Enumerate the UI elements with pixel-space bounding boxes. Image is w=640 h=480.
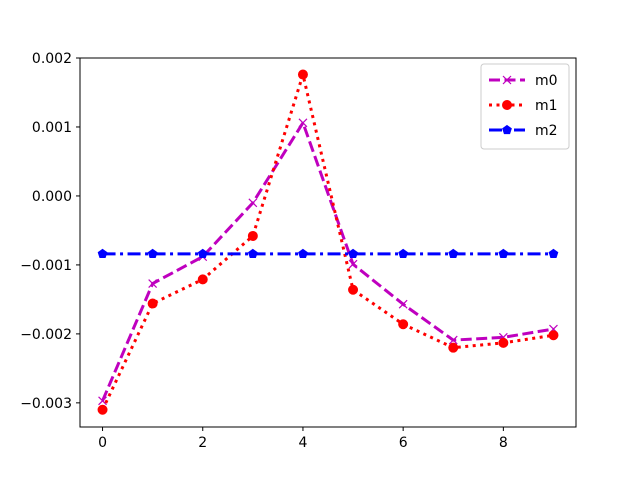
legend-item-m2: m2 [489,123,558,139]
point-m2-3 [247,248,258,259]
point-m1-9 [548,330,559,341]
point-m1-0 [97,404,108,415]
point-m0-5 [348,259,358,269]
series-line-m0 [101,121,554,402]
point-m1-4 [297,69,308,80]
x-tick-label-1: 2 [198,435,207,451]
point-m1-3 [247,230,258,241]
series-m1 [97,69,559,415]
y-tick-label-2: −0.001 [20,258,72,274]
y-axis: −0.003 −0.002 −0.001 0.000 0.001 0.002 [20,51,80,412]
point-m2-7 [448,248,459,259]
legend: m0 m1 m2 [480,63,570,150]
point-m1-8 [498,337,509,348]
legend-box [480,63,570,150]
y-tick-label-3: 0.000 [32,189,72,205]
legend-marker-m0 [502,75,512,85]
legend-marker-m2 [502,124,512,135]
point-m1-2 [197,274,208,285]
point-m1-1 [147,298,158,309]
point-m2-1 [147,248,158,259]
y-tick-label-4: 0.001 [32,120,72,136]
legend-label-m2: m2 [535,123,558,139]
point-m2-6 [398,248,409,259]
point-m0-0 [98,396,107,406]
legend-label-m1: m1 [535,98,558,114]
y-tick-label-5: 0.002 [32,51,72,67]
legend-item-m1: m1 [489,98,558,114]
legend-item-m0: m0 [489,73,558,89]
point-m2-5 [348,248,358,259]
x-tick-label-4: 8 [499,435,508,451]
axes-frame [79,57,577,428]
point-m2-9 [548,248,559,259]
x-tick-label-2: 4 [298,435,307,451]
x-tick-label-0: 0 [98,435,107,451]
point-m0-6 [398,299,408,309]
y-tick-label-1: −0.002 [20,327,72,343]
legend-label-m0: m0 [535,73,558,89]
x-axis: 0 2 4 6 8 [98,427,508,451]
series-line-m1 [101,73,554,411]
point-m2-0 [97,248,108,259]
point-m2-2 [197,248,208,259]
point-m2-8 [498,248,509,259]
series-m0 [98,118,558,406]
point-m1-7 [448,342,459,353]
point-m0-1 [148,279,158,288]
legend-marker-m1 [502,100,512,110]
series-m2 [97,248,559,259]
point-m0-3 [248,198,258,208]
point-m1-6 [398,319,409,330]
point-m2-4 [298,248,308,259]
x-tick-label-3: 6 [399,435,408,451]
point-m0-4 [298,118,308,128]
point-m0-7 [448,335,458,345]
y-tick-label-0: −0.003 [20,396,72,412]
point-m1-5 [348,284,359,295]
series-layer [97,69,559,415]
